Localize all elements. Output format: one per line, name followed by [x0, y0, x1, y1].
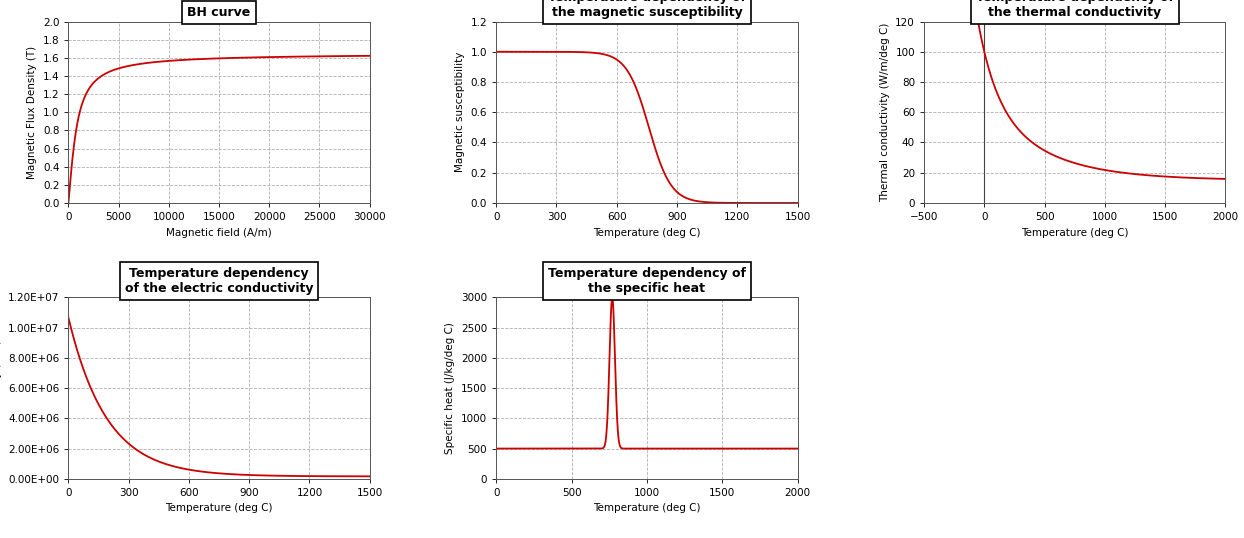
Y-axis label: Specific heat (J/kg/deg C): Specific heat (J/kg/deg C) — [445, 322, 455, 454]
Title: Temperature dependency of
the specific heat: Temperature dependency of the specific h… — [547, 267, 746, 295]
X-axis label: Magnetic field (A/m): Magnetic field (A/m) — [167, 228, 272, 238]
Title: Temperature dependency of
the thermal conductivity: Temperature dependency of the thermal co… — [975, 0, 1173, 19]
Title: Temperature dependency of
the magnetic susceptibility: Temperature dependency of the magnetic s… — [547, 0, 746, 19]
X-axis label: Temperature (deg C): Temperature (deg C) — [593, 228, 700, 238]
Y-axis label: Magnetic Flux Density (T): Magnetic Flux Density (T) — [27, 46, 37, 179]
X-axis label: Temperature (deg C): Temperature (deg C) — [1021, 228, 1128, 238]
Title: Temperature dependency
of the electric conductivity: Temperature dependency of the electric c… — [124, 267, 313, 295]
Y-axis label: Thermal conductivity (W/m/deg C): Thermal conductivity (W/m/deg C) — [880, 23, 889, 202]
Y-axis label: Magnetic susceptibility: Magnetic susceptibility — [455, 52, 465, 173]
X-axis label: Temperature (deg C): Temperature (deg C) — [593, 504, 700, 513]
Title: BH curve: BH curve — [188, 6, 251, 19]
X-axis label: Temperature (deg C): Temperature (deg C) — [165, 504, 272, 513]
Y-axis label: Conductivity (S/m): Conductivity (S/m) — [0, 339, 2, 437]
